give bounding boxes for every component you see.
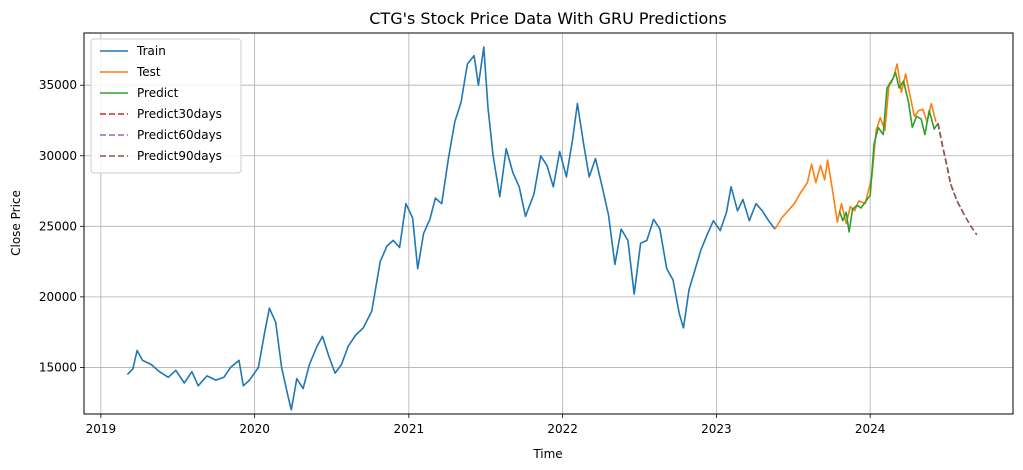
x-tick-label: 2022	[547, 422, 578, 436]
x-tick-label: 2023	[701, 422, 732, 436]
y-tick-label: 15000	[39, 360, 77, 374]
legend-label: Predict	[137, 86, 179, 100]
x-tick-label: 2021	[394, 422, 425, 436]
y-tick-label: 20000	[39, 290, 77, 304]
legend: Train Test Predict Predict30days Predict60da…	[90, 38, 242, 174]
y-axis-label: Close Price	[9, 190, 23, 256]
y-tick-label: 35000	[39, 78, 77, 92]
legend-label: Predict90days	[137, 149, 222, 163]
legend-label: Predict60days	[137, 128, 222, 142]
x-axis-label: Time	[532, 447, 562, 461]
legend-label: Test	[136, 65, 161, 79]
x-tick-label: 2019	[86, 422, 117, 436]
series-lines	[126, 46, 978, 411]
chart-title: CTG's Stock Price Data With GRU Predicti…	[369, 9, 726, 28]
series-line-predict60days	[949, 183, 965, 214]
series-line-train	[126, 46, 776, 411]
series-line-predict	[838, 71, 939, 233]
x-tick-label: 2024	[855, 422, 886, 436]
axis-ticks: 2019 2020 2021 2022 2023 2024 15000 20000 25000 3…	[39, 78, 886, 436]
plot-frame	[83, 32, 1014, 415]
y-tick-label: 30000	[39, 149, 77, 163]
y-tick-label: 25000	[39, 219, 77, 233]
legend-label: Train	[136, 44, 166, 58]
legend-label: Predict30days	[137, 107, 222, 121]
series-line-test	[774, 63, 937, 230]
legend-box	[90, 38, 242, 174]
x-tick-label: 2020	[239, 422, 270, 436]
